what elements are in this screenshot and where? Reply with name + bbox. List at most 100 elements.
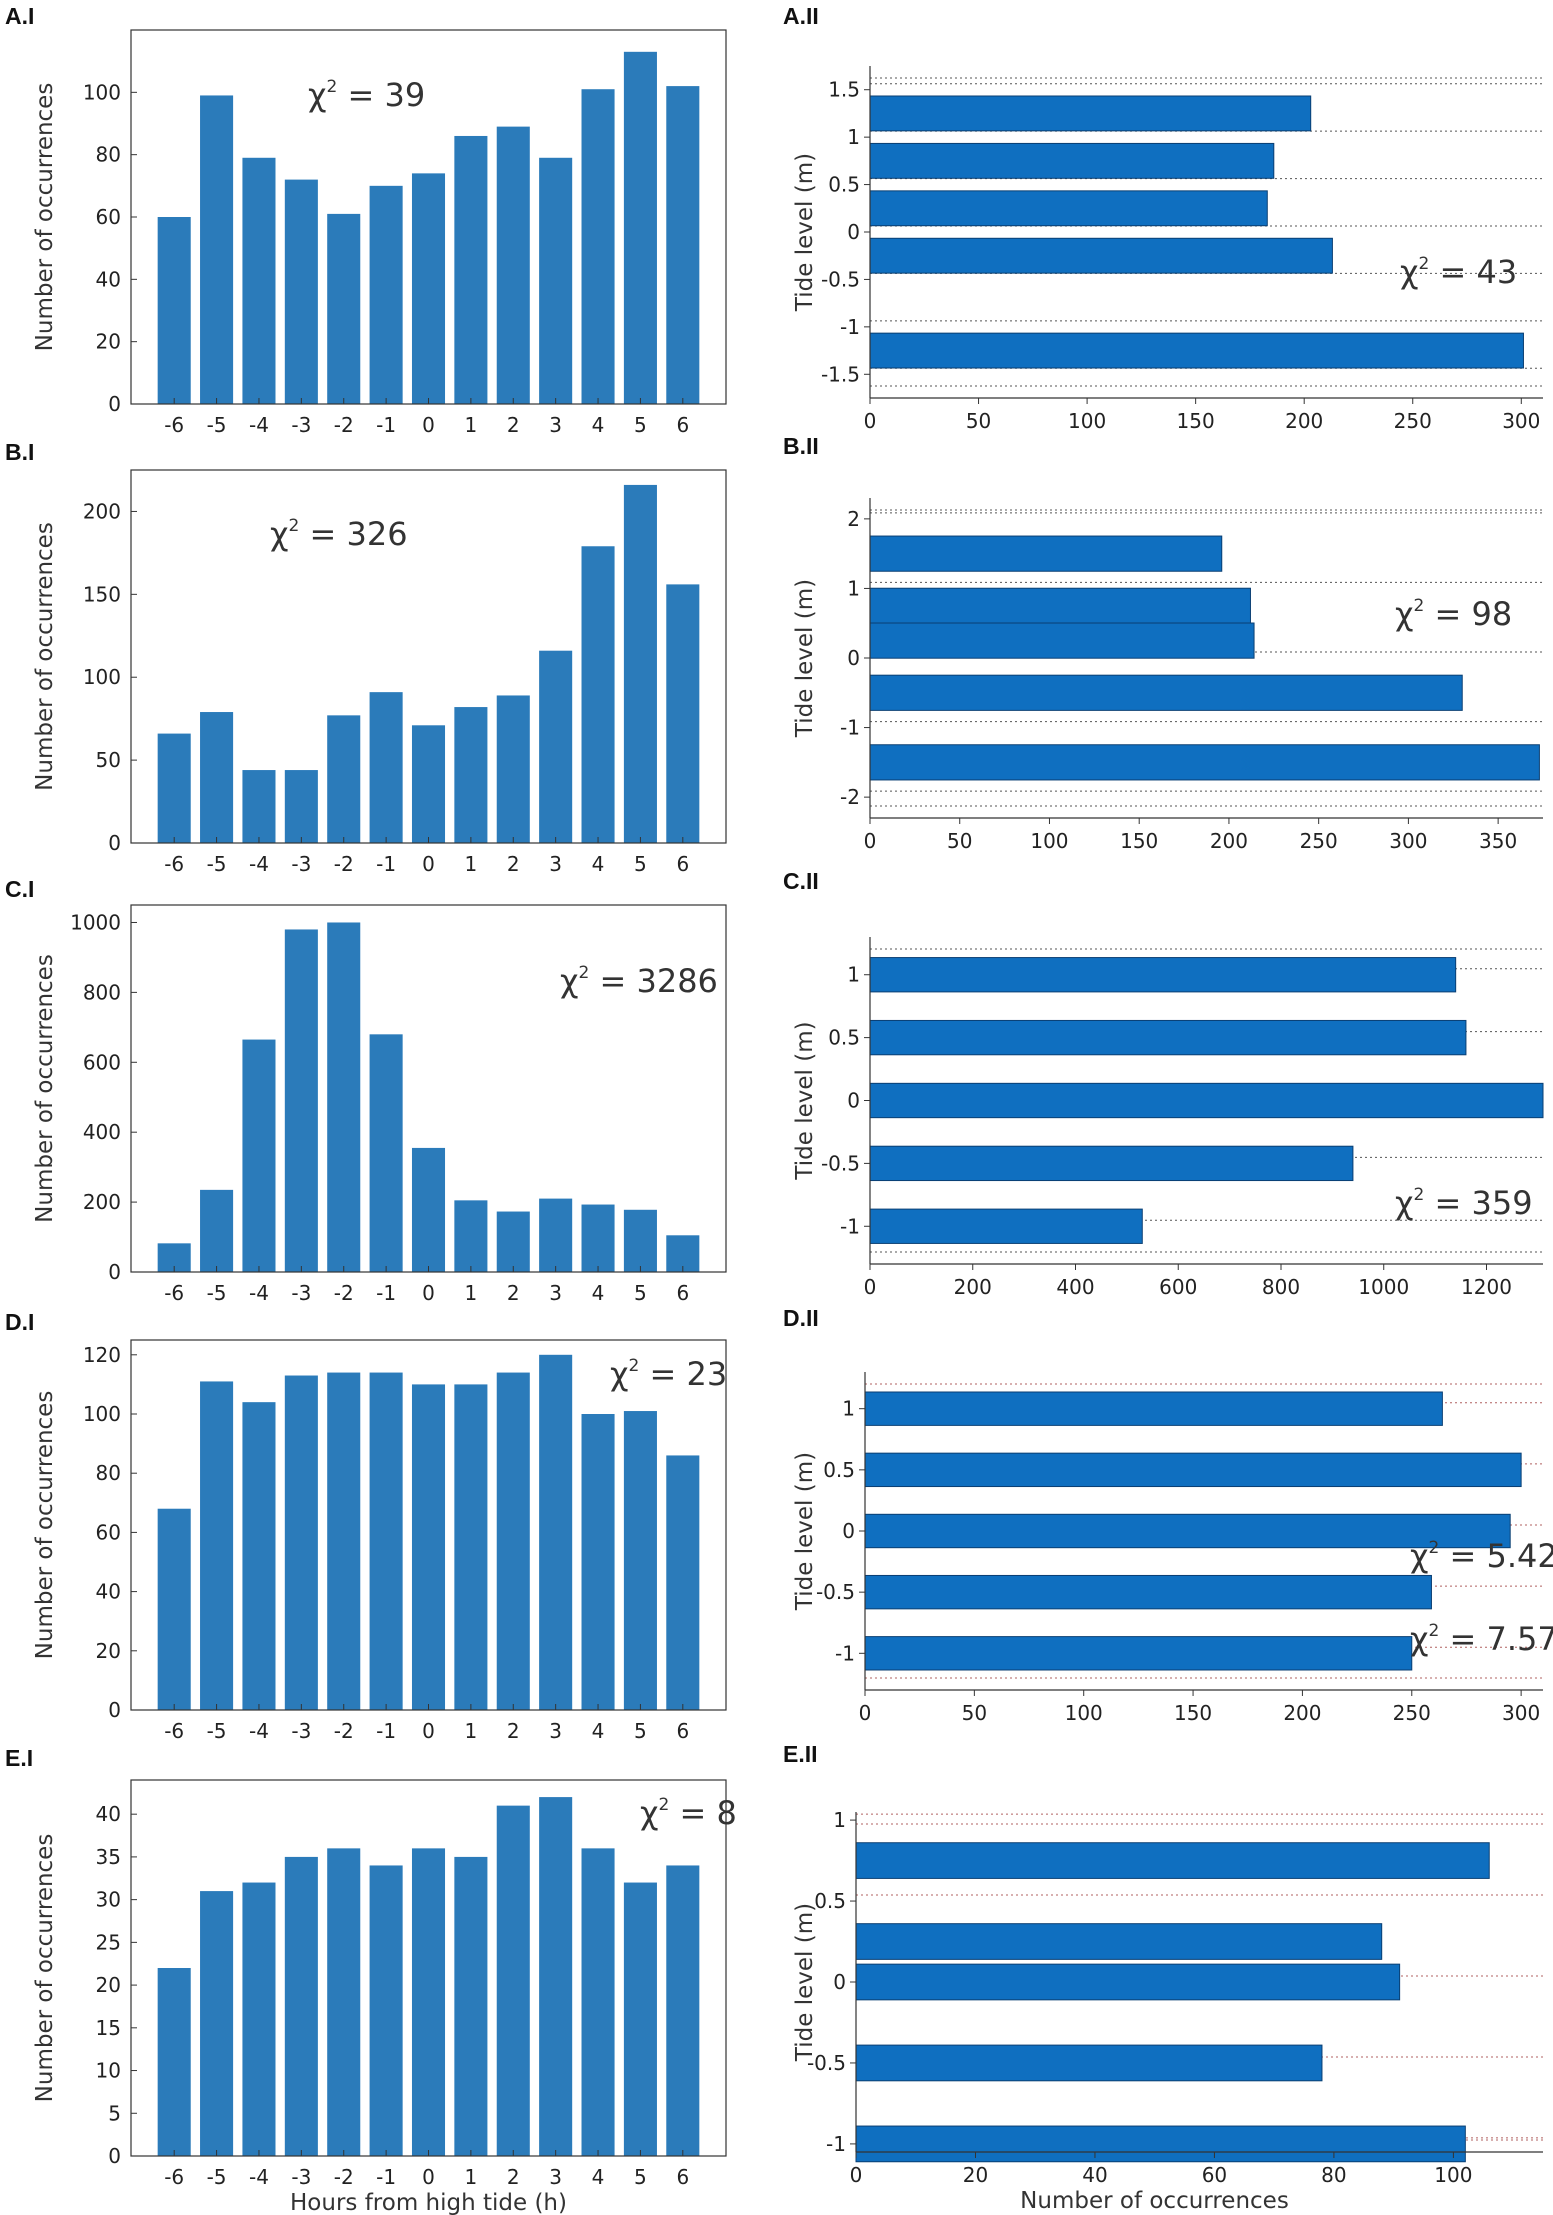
x-tick-label: 1: [465, 852, 478, 876]
y-axis-title: Number of occurrences: [32, 954, 58, 1223]
x-tick-label: -4: [249, 2165, 269, 2189]
chi-value: = 8: [669, 1794, 737, 1832]
x-tick-label: -5: [207, 1281, 227, 1305]
y-tick-label: -1: [835, 1641, 855, 1665]
y-axis-title: Tide level (m): [792, 579, 818, 738]
bar-5: [623, 51, 657, 405]
bar-1: [454, 1856, 488, 2156]
x-tick-label: 300: [1502, 409, 1540, 433]
x-tick-label: 6: [676, 852, 689, 876]
chi-square-annotation: χ2 = 7.57: [1410, 1620, 1553, 1658]
y-tick-label: 0.5: [828, 173, 860, 197]
x-tick-label: 1200: [1461, 1275, 1512, 1299]
hbar-0: [864, 1513, 1511, 1549]
x-tick-label: 100: [1030, 829, 1068, 853]
x-tick-label: -3: [291, 852, 311, 876]
bar--6: [157, 733, 191, 843]
bar--3: [284, 179, 318, 404]
bar-2: [496, 1805, 530, 2156]
x-tick-label: 2: [507, 852, 520, 876]
chi-symbol: χ: [1395, 595, 1413, 633]
y-tick-label: 30: [96, 1888, 121, 1912]
bar--2: [327, 715, 361, 843]
y-tick-label: -1.5: [821, 362, 860, 386]
panel-label: E.II: [783, 1741, 818, 1767]
x-tick-label: 4: [592, 852, 605, 876]
y-tick-label: 200: [83, 499, 121, 523]
x-tick-label: 1000: [1358, 1275, 1409, 1299]
hbar--1.25: [869, 332, 1524, 369]
panel-d-i: D.I-6 -5 -4 -3 -2 -1 0 1 2 3 4 5 6020406080100120Num…: [5, 1309, 727, 1743]
hbar--0.25: [869, 237, 1333, 274]
bar-3: [539, 650, 573, 843]
chi-value: = 5.42: [1439, 1537, 1553, 1575]
plot-frame: [130, 1339, 727, 1711]
bar-2: [496, 1211, 530, 1272]
chi-square-annotation: χ2 = 3286: [560, 962, 718, 1000]
x-tick-label: -2: [334, 1719, 354, 1743]
y-tick-label: 0.5: [828, 1026, 860, 1050]
y-tick-label: 15: [96, 2016, 121, 2040]
y-tick-label: 1: [833, 1808, 846, 1832]
bar--3: [284, 929, 318, 1272]
x-tick-label: 3: [549, 2165, 562, 2189]
hbar-1: [864, 1391, 1443, 1426]
chi-superscript: 2: [1413, 1185, 1424, 1205]
chi-superscript: 2: [1413, 596, 1424, 616]
x-tick-label: -3: [291, 2165, 311, 2189]
bar-0: [411, 173, 446, 404]
panel-label: D.I: [5, 1309, 34, 1335]
y-tick-label: 0: [847, 1089, 860, 1113]
x-tick-label: 0: [422, 1719, 435, 1743]
hbar-1.5: [869, 535, 1223, 572]
panel-label: D.II: [783, 1305, 819, 1331]
x-tick-label: 200: [954, 1275, 992, 1299]
hbar-0.5: [869, 1019, 1467, 1056]
chi-symbol: χ: [640, 1794, 658, 1832]
x-tick-label: 250: [1393, 1701, 1431, 1725]
x-tick-label: 200: [1285, 409, 1323, 433]
bar--1: [369, 692, 403, 843]
bar-1: [454, 1200, 488, 1272]
panel-a-ii: A.II1.510.50-0.5-1-1.50 50 100 150 200 250 300…: [783, 3, 1543, 433]
hbar-0.25: [869, 190, 1268, 227]
x-tick-label: 150: [1174, 1701, 1212, 1725]
chi-symbol: χ: [270, 515, 288, 553]
chi-symbol: χ: [1410, 1537, 1428, 1575]
hbar-0.75: [869, 587, 1251, 624]
bar--5: [200, 712, 234, 843]
panel-a-i: A.I-6 -5 -4 -3 -2 -1 0 1 2 3 4 5 6020406080100Number…: [5, 3, 727, 437]
bar--5: [200, 1381, 234, 1710]
panel-label: B.II: [783, 433, 819, 459]
chi-square-annotation: χ2 = 43: [1400, 253, 1517, 291]
x-tick-label: 1: [465, 1281, 478, 1305]
hbar-0: [869, 1082, 1544, 1119]
x-tick-label: 50: [966, 409, 991, 433]
x-axis-title: Number of occurrences: [1020, 2188, 1289, 2214]
y-tick-label: -1: [840, 315, 860, 339]
y-tick-label: 0: [108, 1698, 121, 1722]
x-axis-title: Hours from high tide (h): [290, 2190, 567, 2215]
y-tick-label: 0: [833, 1970, 846, 1994]
x-tick-label: 40: [1082, 2163, 1107, 2187]
y-tick-label: 0: [108, 392, 121, 416]
y-tick-label: -2: [840, 785, 860, 809]
chi-square-annotation: χ2 = 5.42: [1410, 1537, 1553, 1575]
y-axis-title: Tide level (m): [792, 1903, 818, 2062]
x-tick-label: 5: [634, 852, 647, 876]
x-tick-label: -5: [207, 852, 227, 876]
y-tick-label: -0.5: [816, 1580, 855, 1604]
x-tick-label: -6: [164, 852, 184, 876]
y-tick-label: 40: [96, 1802, 121, 1826]
bar-0: [411, 1848, 446, 2156]
x-tick-label: -5: [207, 2165, 227, 2189]
x-tick-label: -2: [334, 852, 354, 876]
x-tick-label: 100: [1068, 409, 1106, 433]
y-tick-label: -1: [840, 1214, 860, 1238]
y-tick-label: 120: [83, 1343, 121, 1367]
y-tick-label: 150: [83, 582, 121, 606]
chi-superscript: 2: [658, 1795, 669, 1815]
x-tick-label: 1: [465, 413, 478, 437]
bar-4: [581, 1204, 615, 1272]
bar--5: [200, 95, 234, 404]
